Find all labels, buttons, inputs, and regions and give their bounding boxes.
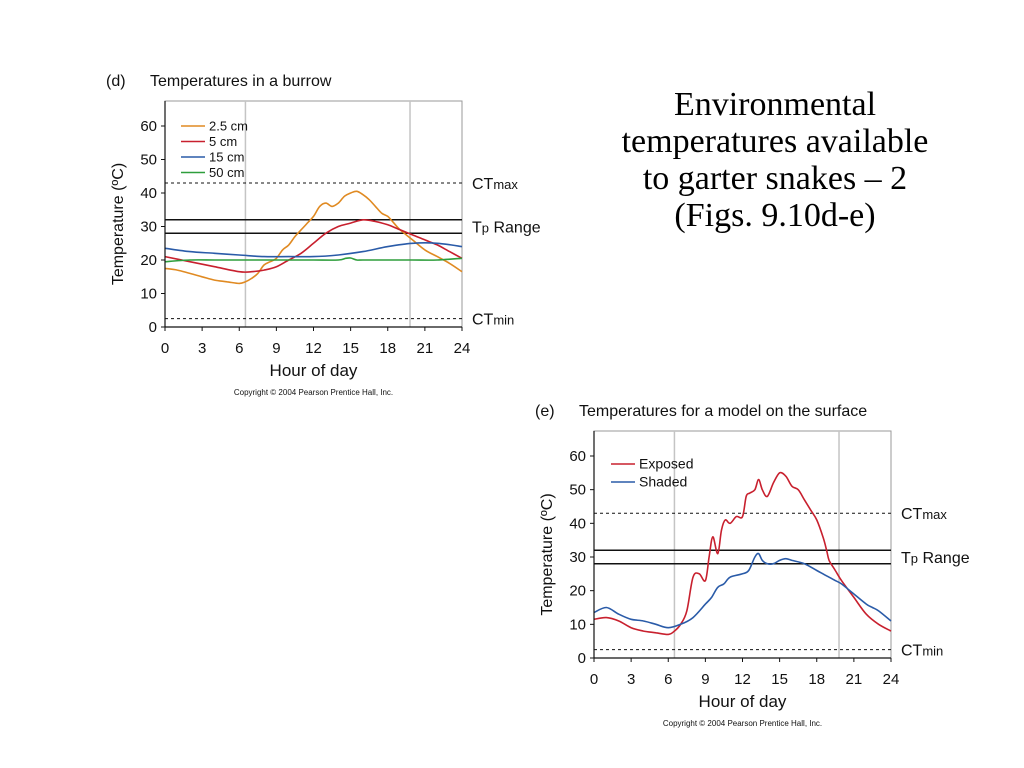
tp-range-label-main: T — [901, 550, 911, 567]
tp-range-label-text: Range — [918, 550, 970, 567]
tp-range-label: Tp Range — [901, 550, 970, 567]
legend-label: 15 cm — [209, 150, 244, 165]
y-tick-label: 50 — [569, 482, 586, 499]
panel-label: (e) — [535, 403, 555, 420]
x-tick-label: 12 — [734, 671, 751, 688]
series-line-5-cm — [164, 218, 463, 273]
ct-min-label-subscript: min — [922, 644, 943, 659]
ct-min-label: CTmin — [901, 643, 943, 660]
y-tick-label: 20 — [569, 583, 586, 600]
y-tick-label: 0 — [149, 319, 157, 336]
chart-group: (d) Temperatures in a burrowCTmaxCTminTp … — [106, 73, 541, 397]
tp-range-label-subscript: p — [482, 221, 489, 236]
y-tick-label: 40 — [569, 515, 586, 532]
y-axis-label: Temperature (ºC) — [110, 163, 127, 285]
x-tick-label: 0 — [161, 340, 169, 357]
slide-title: Environmental temperatures available to … — [575, 86, 975, 234]
series-line-shaded — [593, 552, 892, 629]
legend-label: Exposed — [639, 456, 693, 472]
tp-range-label: Tp Range — [472, 220, 541, 237]
slide-title-line: temperatures available — [621, 123, 929, 160]
x-tick-label: 24 — [883, 671, 900, 688]
y-tick-label: 50 — [140, 152, 157, 169]
y-tick-label: 60 — [140, 118, 157, 135]
y-tick-label: 10 — [569, 616, 586, 633]
x-tick-label: 6 — [235, 340, 243, 357]
ct-max-label-main: CT — [472, 176, 494, 193]
copyright-text: Copyright © 2004 Pearson Prentice Hall, … — [234, 388, 393, 397]
series-line-2_5-cm — [164, 190, 463, 285]
panel-label: (d) — [106, 73, 126, 90]
y-tick-label: 30 — [140, 219, 157, 236]
chart-group: (e) Temperatures for a model on the surfa… — [535, 403, 970, 728]
x-tick-label: 18 — [379, 340, 396, 357]
x-tick-label: 15 — [771, 671, 788, 688]
ct-min-label-main: CT — [901, 643, 923, 660]
y-tick-label: 60 — [569, 448, 586, 465]
y-tick-label: 40 — [140, 185, 157, 202]
ct-min-label-main: CT — [472, 312, 494, 329]
y-tick-label: 10 — [140, 286, 157, 303]
x-tick-label: 21 — [846, 671, 863, 688]
series-line-exposed — [593, 471, 892, 636]
chart-title: Temperatures in a burrow — [150, 73, 332, 90]
slide-title-line: to garter snakes – 2 — [642, 160, 908, 197]
legend-label: 2.5 cm — [209, 119, 248, 134]
legend-label: 5 cm — [209, 134, 237, 149]
x-axis-label: Hour of day — [270, 361, 358, 380]
legend-label: Shaded — [639, 474, 687, 490]
x-tick-label: 3 — [198, 340, 206, 357]
x-tick-label: 12 — [305, 340, 322, 357]
tp-range-label-text: Range — [489, 220, 541, 237]
chart-title: Temperatures for a model on the surface — [579, 403, 867, 420]
series-line-15-cm — [164, 242, 463, 258]
x-tick-label: 24 — [454, 340, 471, 357]
legend-label: 50 cm — [209, 165, 244, 180]
x-tick-label: 9 — [272, 340, 280, 357]
ct-max-label: CTmax — [472, 176, 518, 193]
series-line-50-cm — [164, 257, 463, 263]
tp-range-label-main: T — [472, 220, 482, 237]
y-tick-label: 30 — [569, 549, 586, 566]
y-axis-label: Temperature (ºC) — [539, 493, 556, 615]
copyright-text: Copyright © 2004 Pearson Prentice Hall, … — [663, 719, 822, 728]
x-tick-label: 15 — [342, 340, 359, 357]
y-tick-label: 20 — [140, 252, 157, 269]
x-tick-label: 6 — [664, 671, 672, 688]
x-tick-label: 21 — [417, 340, 434, 357]
x-tick-label: 9 — [701, 671, 709, 688]
ct-min-label: CTmin — [472, 312, 514, 329]
x-tick-label: 3 — [627, 671, 635, 688]
y-tick-label: 0 — [578, 650, 586, 667]
ct-min-label-subscript: min — [493, 313, 514, 328]
slide-title-line: (Figs. 9.10d-e) — [674, 197, 876, 234]
x-tick-label: 18 — [808, 671, 825, 688]
ct-max-label-subscript: max — [922, 507, 947, 522]
x-axis-label: Hour of day — [699, 692, 787, 711]
x-tick-label: 0 — [590, 671, 598, 688]
slide-title-line: Environmental — [673, 86, 877, 123]
ct-max-label: CTmax — [901, 506, 947, 523]
ct-max-label-subscript: max — [493, 177, 518, 192]
tp-range-label-subscript: p — [911, 551, 918, 566]
ct-max-label-main: CT — [901, 506, 923, 523]
